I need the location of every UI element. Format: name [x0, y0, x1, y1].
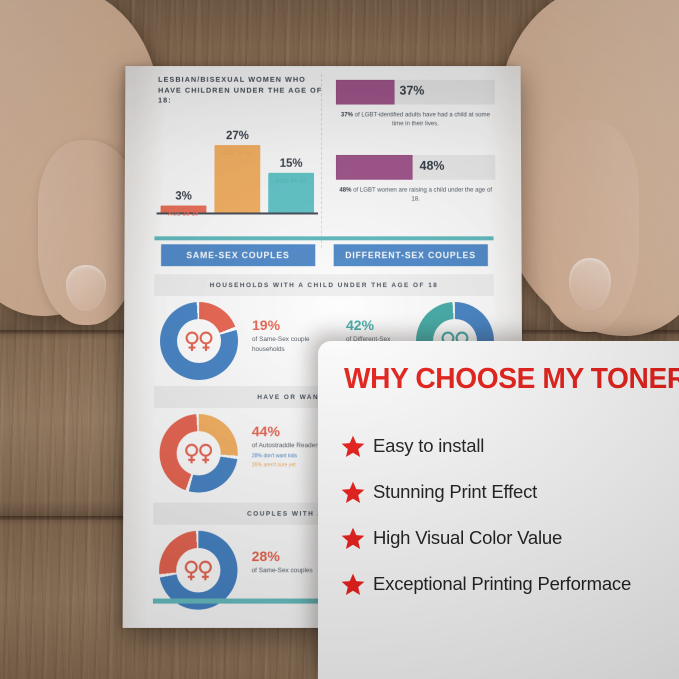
promo-bullet-text: Exceptional Printing Performace	[373, 573, 631, 595]
star-icon	[341, 481, 365, 503]
promo-bullet-text: Easy to install	[373, 435, 484, 457]
promo-bullet-text: High Visual Color Value	[373, 527, 562, 549]
star-icon	[341, 573, 365, 595]
promo-bullet-item: Stunning Print Effect	[340, 469, 676, 515]
double-venus-icon	[185, 331, 213, 351]
right-thumbnail	[569, 258, 611, 310]
donut-chart-19	[159, 302, 239, 381]
star-icon	[341, 435, 365, 457]
promo-card: WHY CHOOSE MY TONER Easy to install Stun…	[318, 341, 679, 679]
promo-bullet-item: Exceptional Printing Performace	[340, 561, 676, 607]
promo-bullet-item: High Visual Color Value	[340, 515, 676, 561]
promo-bullet-text: Stunning Print Effect	[373, 481, 537, 503]
promo-title: WHY CHOOSE MY TONER	[344, 363, 679, 396]
promo-bullet-list: Easy to install Stunning Print Effect Hi…	[340, 423, 676, 607]
left-thumbnail	[66, 265, 106, 311]
star-icon	[341, 527, 365, 549]
promo-bullet-item: Easy to install	[340, 423, 676, 469]
